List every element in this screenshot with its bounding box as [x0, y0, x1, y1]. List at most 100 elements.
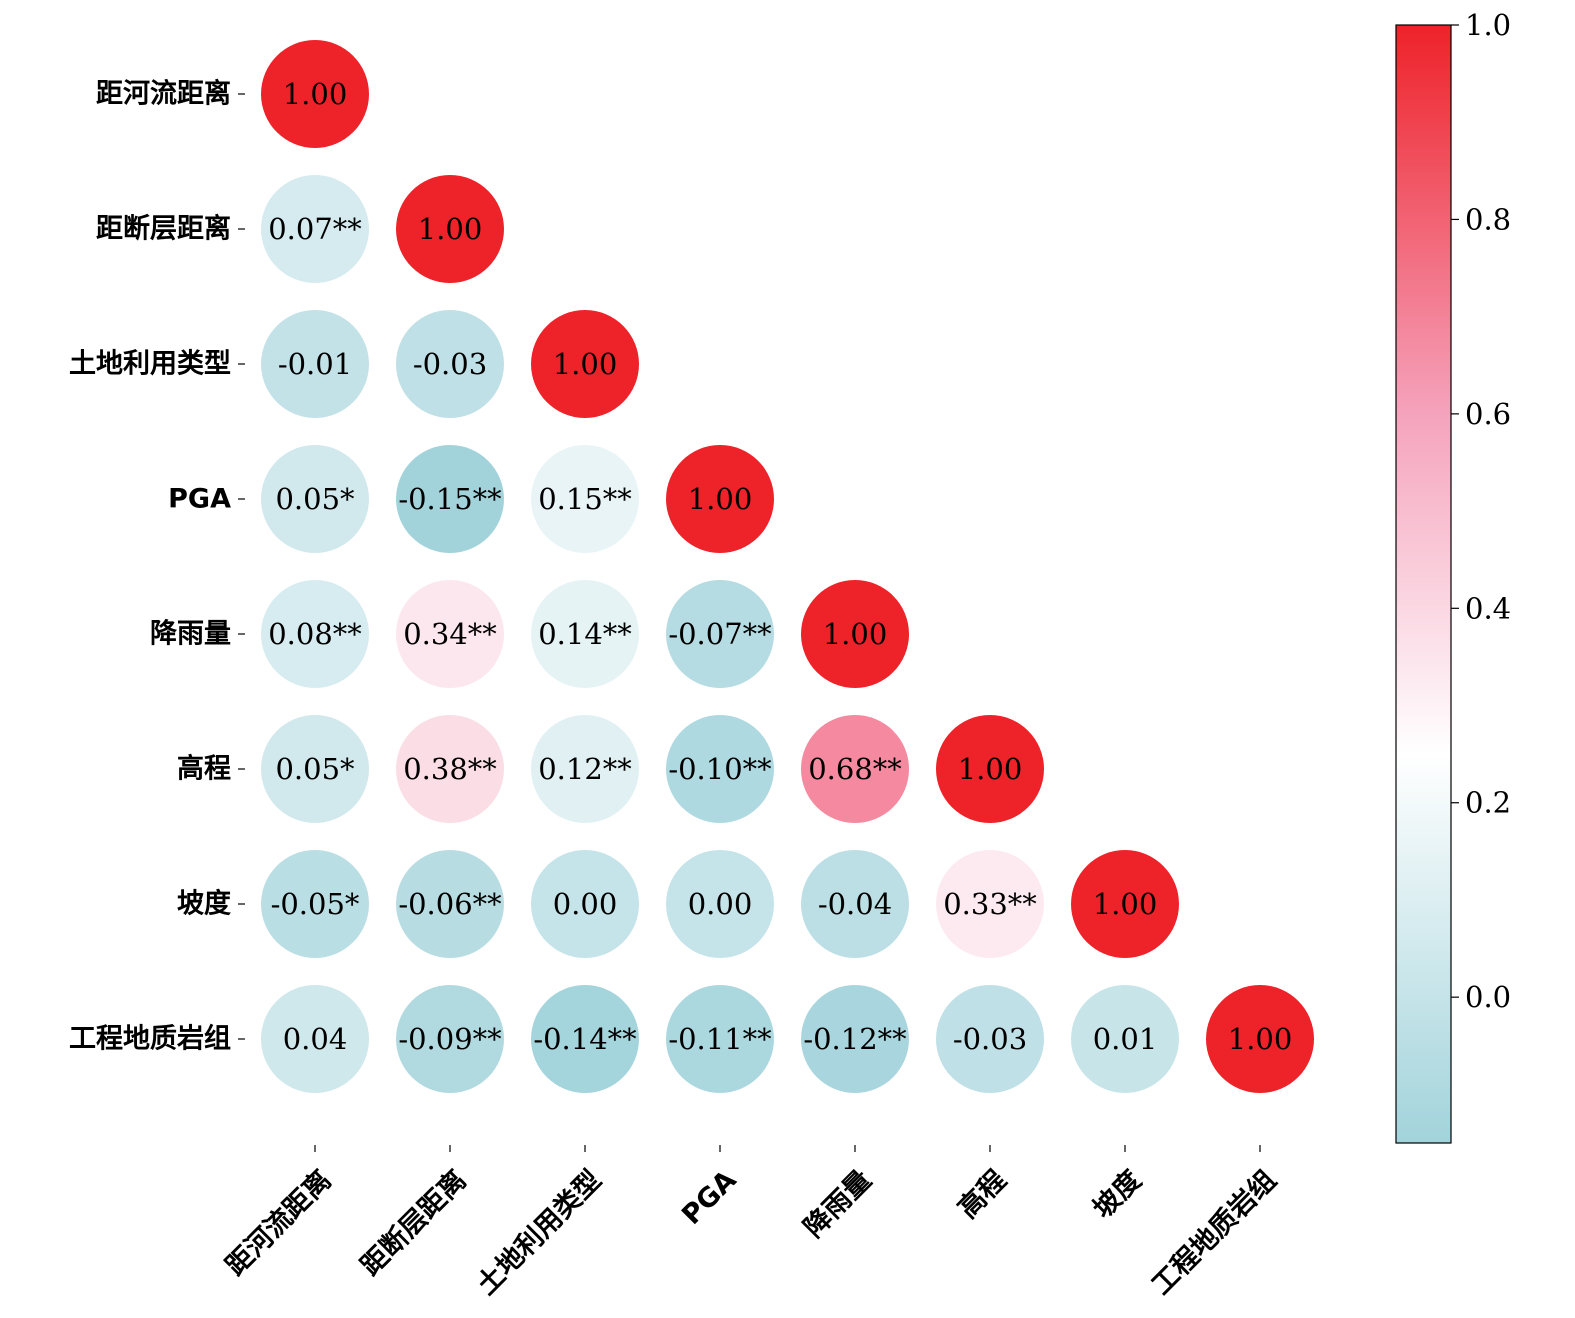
- row-label: 工程地质岩组: [69, 1023, 231, 1055]
- correlation-value-label: -0.06**: [398, 887, 502, 921]
- correlation-circle: [396, 985, 504, 1093]
- correlation-circle: [936, 850, 1044, 958]
- correlation-circle: [261, 580, 369, 688]
- correlation-circle: [531, 985, 639, 1093]
- colorbar-tick-label: 0.8: [1465, 202, 1511, 236]
- correlation-value-label: -0.11**: [668, 1022, 772, 1056]
- correlation-value-label: -0.09**: [398, 1022, 502, 1056]
- correlation-circle: [666, 985, 774, 1093]
- correlation-value-label: 0.68**: [808, 752, 902, 786]
- correlation-value-label: -0.14**: [533, 1022, 637, 1056]
- correlation-value-label: 0.05*: [275, 482, 355, 516]
- column-label: 降雨量: [798, 1165, 877, 1244]
- correlation-value-label: -0.04: [818, 887, 892, 921]
- correlation-cells: 1.00 0.07** 1.00 -0.01 -0.03 1.00 0.05* -0.15**…: [261, 40, 1314, 1093]
- correlation-value-label: 0.04: [283, 1022, 348, 1056]
- correlation-circle: [261, 175, 369, 283]
- correlation-value-label: 0.08**: [268, 617, 362, 651]
- correlation-value-label: 1.00: [823, 617, 888, 651]
- correlation-value-label: 0.34**: [403, 617, 497, 651]
- correlation-value-label: 1.00: [1228, 1022, 1293, 1056]
- colorbar-ticks: 0.0 0.2 0.4 0.6 0.8 1.0: [1451, 8, 1511, 1014]
- correlation-circle: [531, 445, 639, 553]
- correlation-value-label: -0.01: [278, 347, 352, 381]
- correlation-value-label: 0.12**: [538, 752, 632, 786]
- colorbar-tick-label: 0.0: [1465, 980, 1511, 1014]
- correlation-value-label: -0.15**: [398, 482, 502, 516]
- column-label: 工程地质岩组: [1145, 1164, 1282, 1301]
- correlation-value-label: -0.10**: [668, 752, 772, 786]
- row-label: PGA: [168, 484, 231, 515]
- correlation-circle: [396, 175, 504, 283]
- row-label: 降雨量: [150, 619, 231, 650]
- correlation-value-label: 1.00: [1093, 887, 1158, 921]
- correlation-circle: [531, 580, 639, 688]
- correlation-circle: [261, 445, 369, 553]
- correlation-circle: [531, 310, 639, 418]
- column-label: 土地利用类型: [471, 1165, 607, 1301]
- correlation-circle: [801, 985, 909, 1093]
- correlation-value-label: -0.03: [953, 1022, 1027, 1056]
- correlation-circle: [666, 445, 774, 553]
- correlation-circle: [396, 445, 504, 553]
- correlation-value-label: -0.12**: [803, 1022, 907, 1056]
- column-label: 高程: [952, 1164, 1013, 1225]
- colorbar-tick-label: 0.6: [1465, 397, 1511, 431]
- correlation-circle: [666, 715, 774, 823]
- correlation-value-label: 1.00: [958, 752, 1023, 786]
- correlation-circle: [1206, 985, 1314, 1093]
- correlation-circle: [1071, 985, 1179, 1093]
- column-label: 距断层距离: [354, 1164, 472, 1282]
- correlation-circle: [531, 850, 639, 958]
- correlation-circle: [801, 715, 909, 823]
- correlation-circle: [666, 850, 774, 958]
- correlation-value-label: 0.05*: [275, 752, 355, 786]
- correlation-value-label: 0.00: [688, 887, 753, 921]
- correlation-circle: [801, 850, 909, 958]
- correlation-circle: [936, 985, 1044, 1093]
- correlation-value-label: -0.05*: [271, 887, 360, 921]
- row-label: 距河流距离: [96, 78, 231, 110]
- correlation-circle: [261, 985, 369, 1093]
- column-label: PGA: [676, 1165, 742, 1231]
- column-label: 坡度: [1087, 1164, 1148, 1225]
- correlation-circle: [396, 715, 504, 823]
- correlation-value-label: 0.15**: [538, 482, 632, 516]
- correlation-value-label: 1.00: [418, 212, 483, 246]
- row-label: 坡度: [177, 888, 231, 920]
- correlation-value-label: 0.38**: [403, 752, 497, 786]
- correlation-circle: [531, 715, 639, 823]
- correlation-value-label: -0.03: [413, 347, 487, 381]
- correlation-circle: [801, 580, 909, 688]
- colorbar: 0.0 0.2 0.4 0.6 0.8 1.0: [1395, 8, 1511, 1144]
- correlation-value-label: -0.07**: [668, 617, 772, 651]
- correlation-circle: [261, 40, 369, 148]
- correlation-circle: [261, 310, 369, 418]
- colorbar-tick-label: 1.0: [1465, 8, 1511, 42]
- correlation-value-label: 1.00: [283, 77, 348, 111]
- column-label: 距河流距离: [219, 1164, 337, 1282]
- colorbar-tick-label: 0.2: [1465, 786, 1511, 820]
- correlation-circle: [936, 715, 1044, 823]
- row-label: 高程: [177, 753, 231, 785]
- correlation-circle: [396, 850, 504, 958]
- correlation-circle: [666, 580, 774, 688]
- colorbar-tick-label: 0.4: [1465, 591, 1511, 625]
- correlation-value-label: 0.00: [553, 887, 618, 921]
- correlation-value-label: 1.00: [688, 482, 753, 516]
- correlation-value-label: 0.01: [1093, 1022, 1158, 1056]
- correlation-circle: [396, 310, 504, 418]
- correlation-circle: [261, 850, 369, 958]
- row-label: 距断层距离: [96, 213, 231, 245]
- correlation-circle: [1071, 850, 1179, 958]
- correlation-value-label: 0.14**: [538, 617, 632, 651]
- correlation-circle: [261, 715, 369, 823]
- correlation-circle: [396, 580, 504, 688]
- correlation-value-label: 1.00: [553, 347, 618, 381]
- correlation-value-label: 0.07**: [268, 212, 362, 246]
- correlation-value-label: 0.33**: [943, 887, 1037, 921]
- row-label: 土地利用类型: [69, 349, 231, 380]
